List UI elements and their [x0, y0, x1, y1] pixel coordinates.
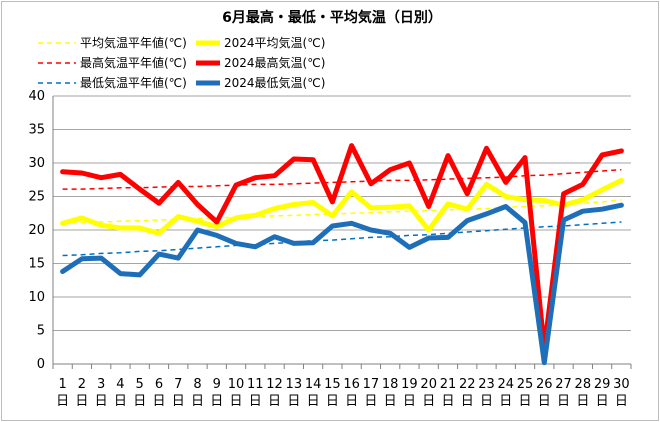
x-tick-label-12: 12: [266, 377, 283, 392]
x-tick-label-18: 18: [382, 377, 399, 392]
series-line-3: [60, 143, 624, 352]
x-tick-suffix: 日: [307, 394, 320, 409]
x-tick-label-13: 13: [286, 377, 303, 392]
x-tick-label-2: 2: [78, 377, 86, 392]
x-tick-label-28: 28: [575, 377, 592, 392]
x-tick-suffix: 日: [596, 394, 609, 409]
legend-label-5: 2024最低気温(℃): [224, 75, 325, 90]
x-tick-label-7: 7: [174, 377, 182, 392]
y-tick-label-15: 15: [28, 257, 45, 272]
x-tick-suffix: 日: [210, 394, 223, 409]
x-tick-suffix: 日: [557, 394, 570, 409]
x-tick-suffix: 日: [441, 394, 454, 409]
x-tick-label-24: 24: [497, 377, 514, 392]
axes: 05101520253035401日2日3日4日5日6日7日8日9日10日11日…: [28, 89, 632, 409]
x-tick-label-29: 29: [594, 377, 611, 392]
legend-label-1: 2024平均気温(℃): [224, 35, 325, 50]
x-tick-suffix: 日: [191, 394, 204, 409]
x-tick-suffix: 日: [326, 394, 339, 409]
x-tick-label-5: 5: [136, 377, 144, 392]
chart-title: 6月最高・最低・平均気温（日別）: [222, 9, 442, 26]
legend-label-0: 平均気温平年値(℃): [80, 35, 187, 50]
y-tick-label-40: 40: [28, 89, 45, 104]
y-tick-label-25: 25: [28, 190, 45, 205]
y-tick-label-35: 35: [28, 123, 45, 138]
y-tick-label-10: 10: [28, 290, 45, 305]
x-tick-label-1: 1: [58, 377, 66, 392]
series-layer: [60, 143, 624, 366]
legend-label-4: 最低気温平年値(℃): [80, 75, 187, 90]
x-tick-label-14: 14: [305, 377, 322, 392]
legend-label-2: 最高気温平年値(℃): [80, 55, 187, 70]
x-tick-suffix: 日: [403, 394, 416, 409]
x-tick-suffix: 日: [422, 394, 435, 409]
x-tick-suffix: 日: [75, 394, 88, 409]
x-tick-label-22: 22: [459, 377, 476, 392]
x-tick-label-6: 6: [155, 377, 163, 392]
x-tick-suffix: 日: [172, 394, 185, 409]
x-tick-label-16: 16: [343, 377, 360, 392]
series-line-4: [62, 221, 622, 257]
series-line-2: [62, 168, 622, 190]
x-tick-label-3: 3: [97, 377, 105, 392]
y-tick-label-20: 20: [28, 223, 45, 238]
x-tick-label-10: 10: [228, 377, 245, 392]
x-tick-suffix: 日: [230, 394, 243, 409]
x-tick-suffix: 日: [384, 394, 397, 409]
x-tick-label-8: 8: [193, 377, 201, 392]
x-tick-suffix: 日: [287, 394, 300, 409]
x-tick-label-9: 9: [213, 377, 221, 392]
x-tick-label-21: 21: [440, 377, 457, 392]
x-tick-suffix: 日: [95, 394, 108, 409]
x-tick-suffix: 日: [364, 394, 377, 409]
x-tick-label-20: 20: [420, 377, 437, 392]
x-tick-suffix: 日: [114, 394, 127, 409]
x-tick-suffix: 日: [268, 394, 281, 409]
x-tick-suffix: 日: [152, 394, 165, 409]
x-tick-suffix: 日: [56, 394, 69, 409]
x-tick-label-27: 27: [555, 377, 572, 392]
series-line-0: [62, 199, 622, 225]
y-tick-label-30: 30: [28, 156, 45, 171]
x-tick-label-23: 23: [478, 377, 495, 392]
x-tick-suffix: 日: [615, 394, 628, 409]
x-tick-label-15: 15: [324, 377, 341, 392]
x-tick-suffix: 日: [133, 394, 146, 409]
x-tick-suffix: 日: [538, 394, 551, 409]
x-tick-suffix: 日: [345, 394, 358, 409]
x-tick-label-4: 4: [116, 377, 124, 392]
legend: 平均気温平年値(℃) 2024平均気温(℃) 最高気温平年値(℃) 2024最高気温(…: [38, 35, 325, 90]
series-line-5: [60, 202, 624, 366]
x-tick-suffix: 日: [519, 394, 532, 409]
y-tick-label-5: 5: [37, 324, 45, 339]
x-tick-suffix: 日: [480, 394, 493, 409]
x-tick-suffix: 日: [576, 394, 589, 409]
x-tick-label-25: 25: [517, 377, 534, 392]
x-tick-label-17: 17: [363, 377, 380, 392]
x-tick-label-26: 26: [536, 377, 553, 392]
x-tick-label-11: 11: [247, 377, 264, 392]
x-tick-suffix: 日: [249, 394, 262, 409]
x-tick-label-30: 30: [613, 377, 630, 392]
y-tick-label-0: 0: [37, 357, 45, 372]
legend-label-3: 2024最高気温(℃): [224, 55, 325, 70]
x-tick-suffix: 日: [499, 394, 512, 409]
x-tick-label-19: 19: [401, 377, 418, 392]
x-tick-suffix: 日: [461, 394, 474, 409]
